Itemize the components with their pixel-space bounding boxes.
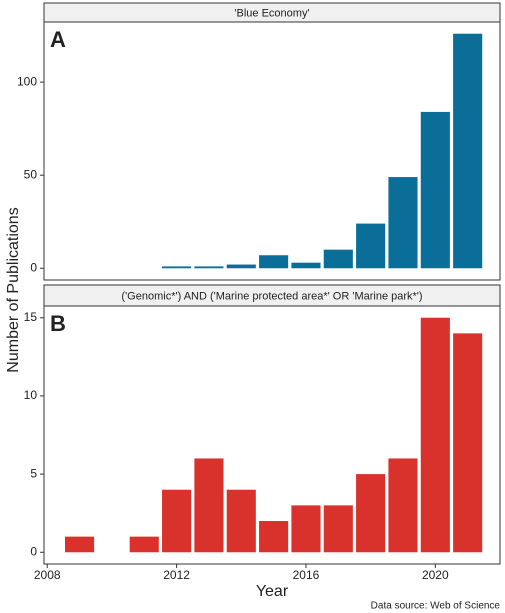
- x-axis-title: Year: [256, 583, 289, 600]
- bar: [323, 505, 353, 553]
- y-tick-label: 15: [24, 310, 38, 324]
- bar: [226, 264, 256, 269]
- y-tick-label: 5: [30, 466, 37, 480]
- facet-title: ('Genomic*') AND ('Marine protected area…: [121, 290, 422, 302]
- x-tick-label: 2008: [34, 568, 61, 582]
- bar: [291, 262, 321, 269]
- bar: [194, 266, 224, 269]
- bar: [388, 458, 418, 553]
- bar: [453, 333, 483, 553]
- bar: [356, 474, 386, 553]
- x-tick-label: 2016: [293, 568, 320, 582]
- bar: [259, 255, 289, 269]
- bar: [226, 489, 256, 553]
- bar: [453, 33, 483, 269]
- panel-label: B: [50, 311, 66, 336]
- y-tick-label: 0: [30, 544, 37, 558]
- bar: [388, 177, 418, 269]
- y-tick-label: 100: [17, 74, 37, 88]
- bar: [420, 317, 450, 553]
- y-tick-label: 10: [24, 388, 38, 402]
- bar: [162, 266, 192, 269]
- bar: [259, 521, 289, 553]
- bar: [420, 111, 450, 269]
- x-tick-label: 2020: [422, 568, 449, 582]
- y-axis-title: Number of Publications: [5, 207, 22, 372]
- facet-title: 'Blue Economy': [234, 7, 309, 19]
- bar: [129, 536, 159, 553]
- bar: [162, 489, 192, 553]
- y-tick-label: 50: [24, 167, 38, 181]
- bar: [194, 458, 224, 553]
- x-tick-label: 2012: [163, 568, 190, 582]
- bar: [323, 249, 353, 269]
- bar: [65, 536, 95, 553]
- y-tick-label: 0: [30, 260, 37, 274]
- panel-label: A: [50, 27, 66, 52]
- bar: [356, 223, 386, 269]
- source-note: Data source: Web of Science: [371, 601, 501, 612]
- bar: [291, 505, 321, 553]
